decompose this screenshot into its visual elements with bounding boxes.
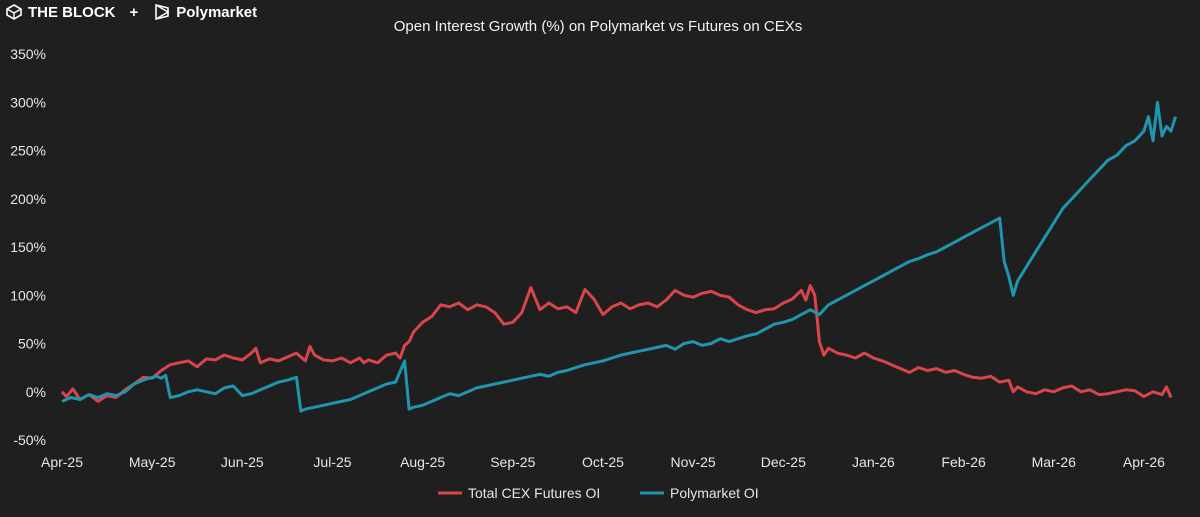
y-axis: -50% 0% 50% 100% 150% 200% 250% 300% 350% xyxy=(10,46,46,448)
series-line-cex-futures xyxy=(60,284,1173,403)
y-tick-label: 100% xyxy=(10,287,46,303)
x-axis: Apr-25 May-25 Jun-25 Jul-25 Aug-25 Sep-25 Oct-… xyxy=(41,454,1165,470)
x-tick-label: Sep-25 xyxy=(490,454,535,470)
x-tick-label: May-25 xyxy=(129,454,176,470)
y-tick-label: 250% xyxy=(10,143,46,159)
series-line-polymarket xyxy=(61,100,1177,413)
y-tick-label: -50% xyxy=(13,432,46,448)
x-tick-label: Apr-25 xyxy=(41,454,83,470)
brand-plus: + xyxy=(129,3,139,21)
x-tick-label: Oct-25 xyxy=(582,454,624,470)
the-block-wordmark: THE BLOCK xyxy=(28,3,116,21)
polymarket-logo-icon xyxy=(155,4,170,20)
brand-header: THE BLOCK + Polymarket xyxy=(6,2,257,22)
legend-label: Total CEX Futures OI xyxy=(468,485,600,501)
x-tick-label: Jun-25 xyxy=(221,454,264,470)
x-tick-label: Jan-26 xyxy=(852,454,895,470)
x-tick-label: Nov-25 xyxy=(671,454,716,470)
x-tick-label: Dec-25 xyxy=(761,454,806,470)
polymarket-wordmark: Polymarket xyxy=(176,3,258,21)
y-tick-label: 200% xyxy=(10,191,46,207)
y-tick-label: 150% xyxy=(10,239,46,255)
x-tick-label: Mar-26 xyxy=(1032,454,1077,470)
x-tick-label: Feb-26 xyxy=(941,454,986,470)
x-tick-label: Aug-25 xyxy=(400,454,445,470)
series-layer xyxy=(60,100,1177,413)
x-tick-label: Apr-26 xyxy=(1123,454,1165,470)
legend-label: Polymarket OI xyxy=(670,485,759,501)
y-tick-label: 50% xyxy=(18,336,46,352)
y-tick-label: 0% xyxy=(26,384,46,400)
y-tick-label: 350% xyxy=(10,46,46,62)
y-tick-label: 300% xyxy=(10,94,46,110)
legend: Total CEX Futures OI Polymarket OI xyxy=(438,485,759,501)
x-tick-label: Jul-25 xyxy=(313,454,351,470)
chart-title: Open Interest Growth (%) on Polymarket v… xyxy=(394,18,803,35)
the-block-logo-icon xyxy=(6,4,22,20)
